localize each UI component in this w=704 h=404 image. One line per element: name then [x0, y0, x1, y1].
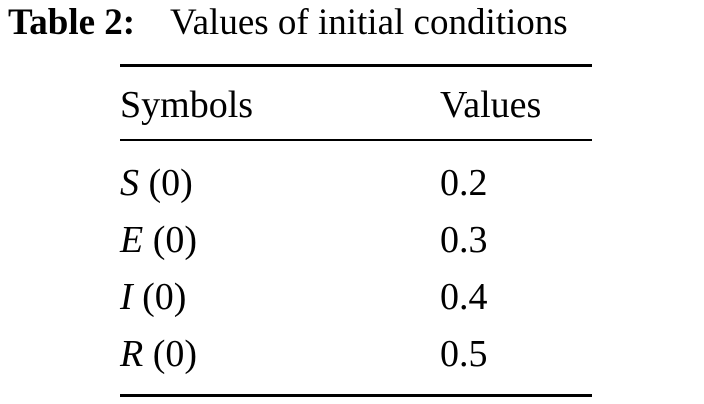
- bottom-rule: [120, 394, 592, 397]
- value-cell: 0.4: [440, 276, 488, 318]
- symbol-arg: (0): [152, 219, 198, 261]
- caption-text: Values of initial conditions: [170, 2, 568, 43]
- symbol: E: [120, 219, 144, 261]
- header-cell: Symbols: [120, 84, 254, 126]
- value-cell: 0.2: [440, 162, 488, 204]
- mid-rule: [120, 139, 592, 141]
- top-rule: [120, 64, 592, 67]
- symbol: S: [120, 162, 139, 204]
- header-cell: Values: [440, 84, 542, 126]
- symbol: R: [120, 333, 144, 375]
- symbol: I: [120, 276, 133, 318]
- symbol-arg: (0): [152, 333, 198, 375]
- symbol-arg: (0): [148, 162, 193, 204]
- caption-label: Table 2:: [8, 2, 136, 43]
- value-cell: 0.3: [440, 219, 488, 261]
- symbol-arg: (0): [142, 276, 187, 318]
- value-cell: 0.5: [440, 333, 488, 375]
- symbol-cell: I (0): [120, 278, 186, 316]
- symbol-cell: R (0): [120, 335, 197, 373]
- symbol-cell: S (0): [120, 164, 193, 202]
- symbol-cell: E (0): [120, 221, 197, 259]
